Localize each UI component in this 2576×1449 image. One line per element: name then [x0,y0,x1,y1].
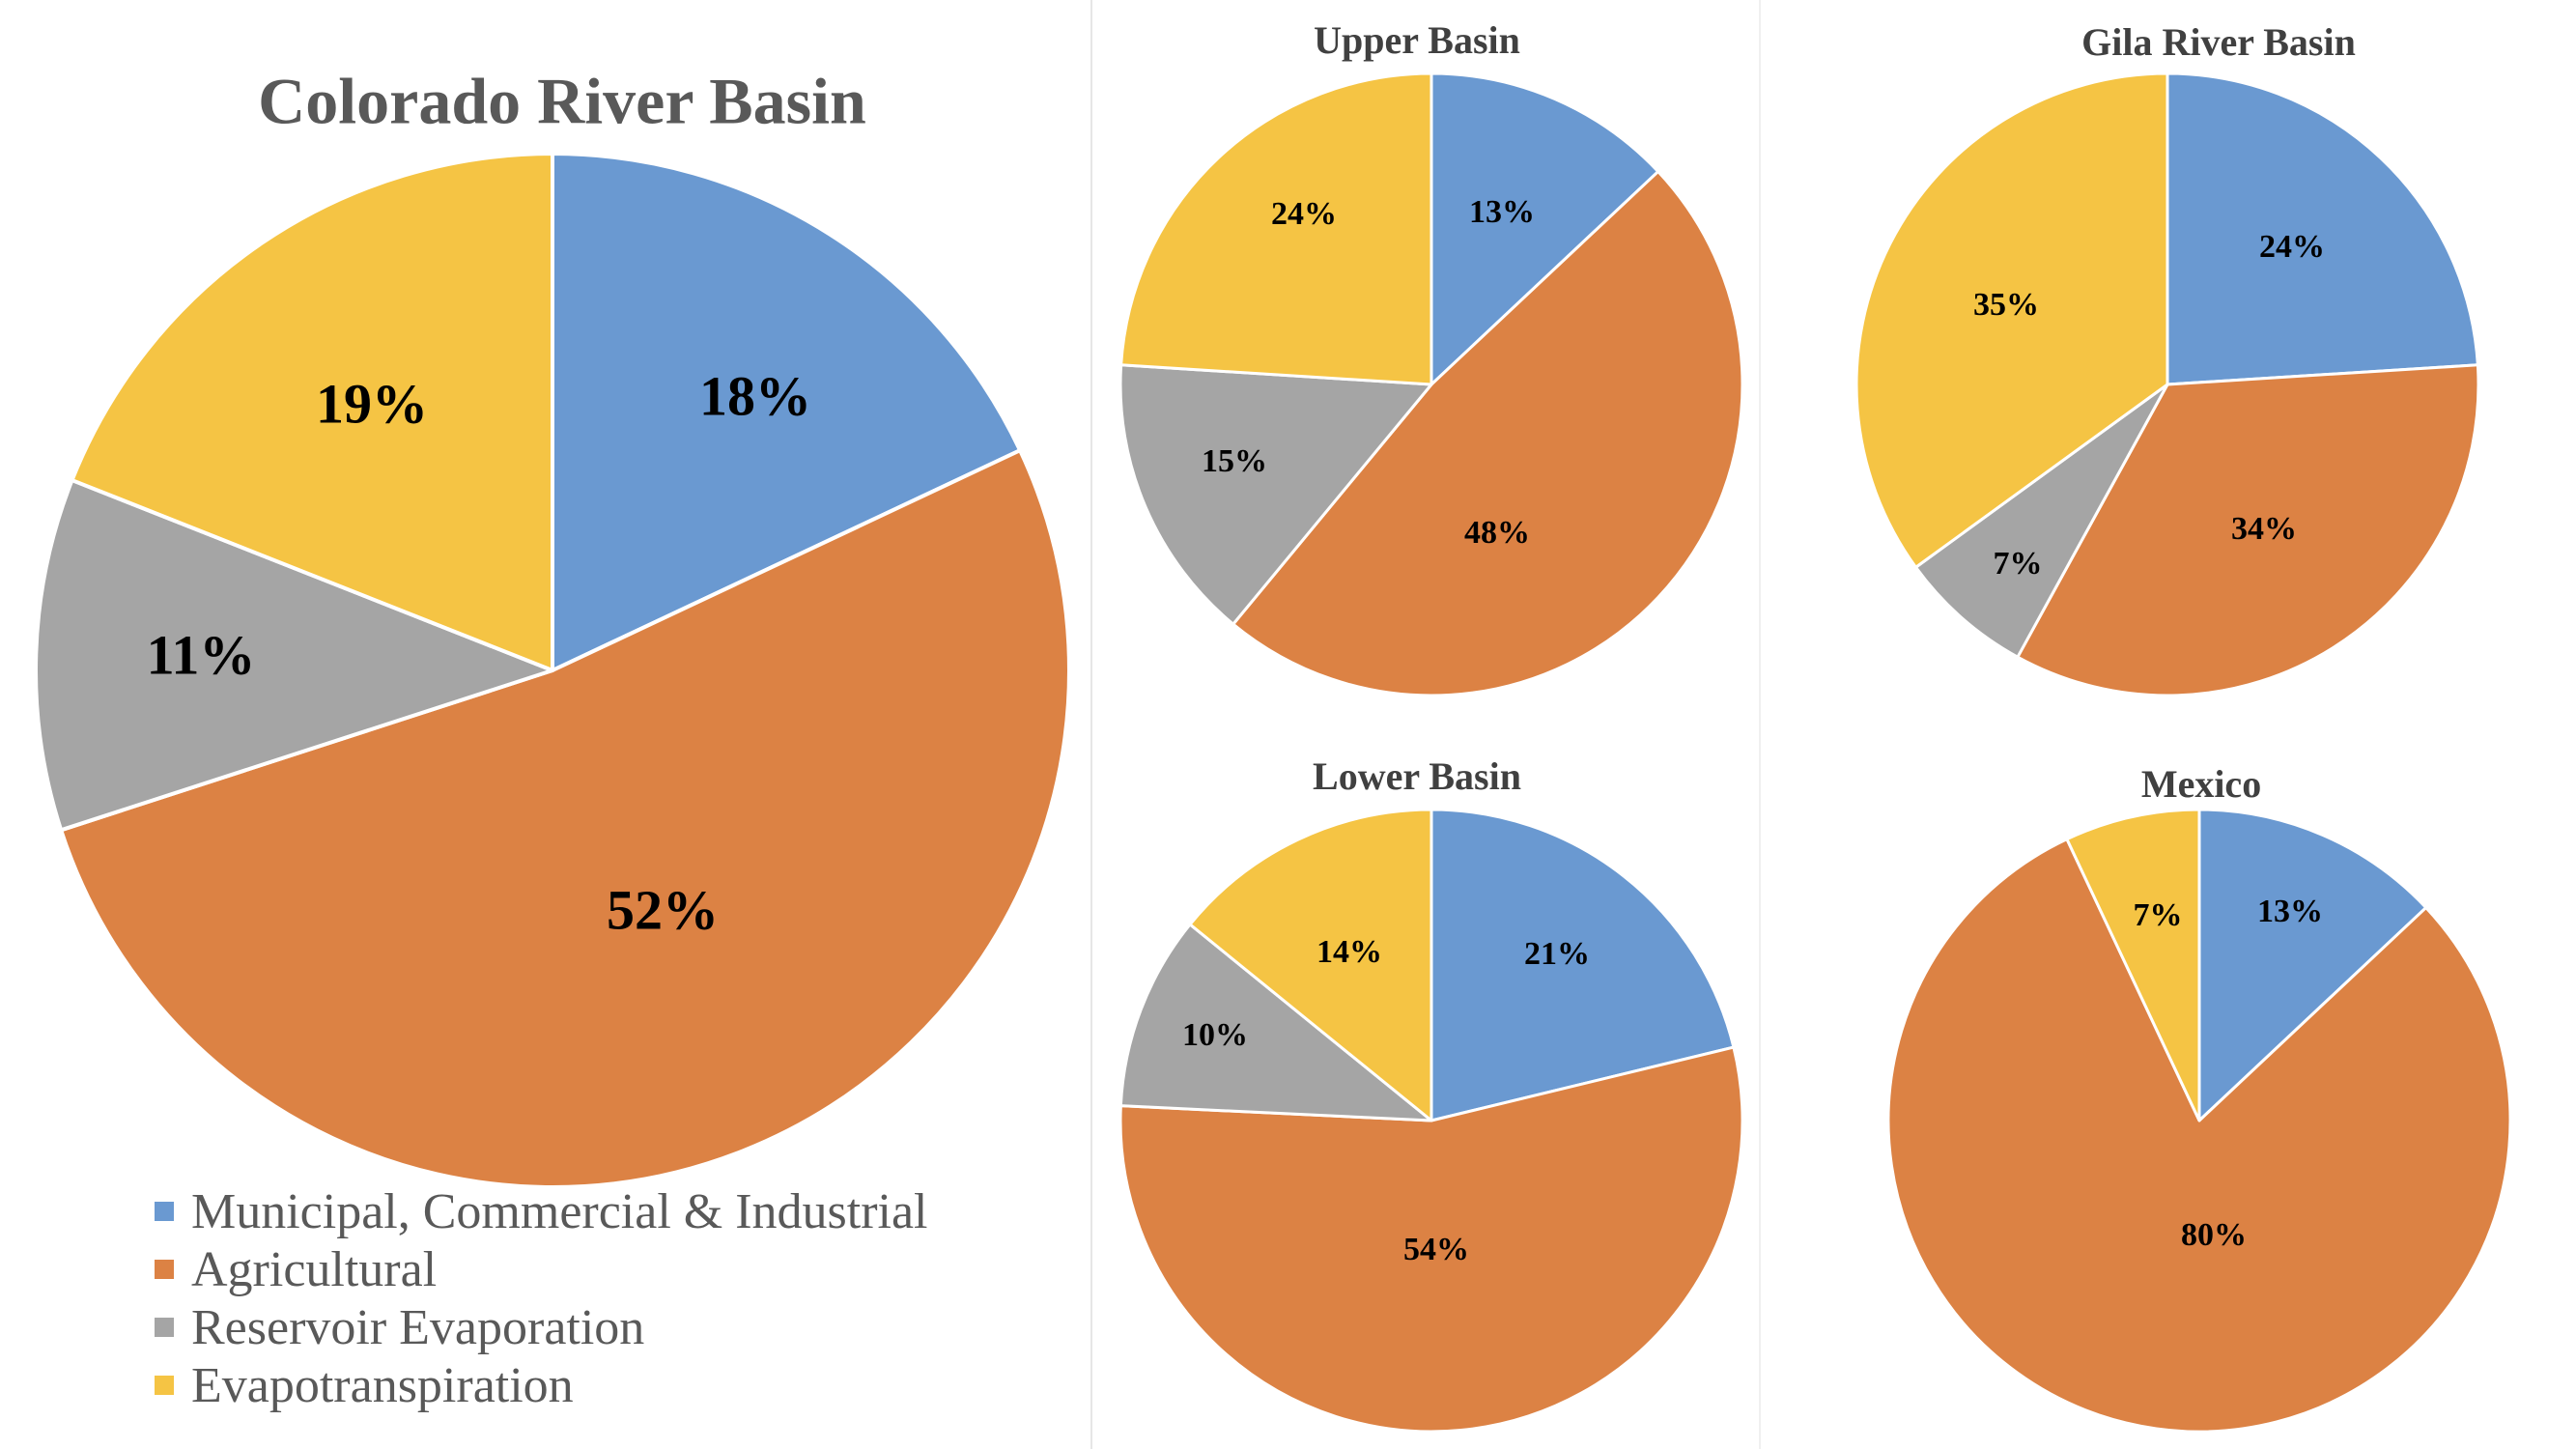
pie-slice-municipal [2166,71,2479,386]
chart-title: Colorado River Basin [258,65,866,138]
chart-title: Mexico [2141,762,2261,806]
data-label: 18% [699,364,811,427]
pie-chart: 13% 80% 7% Mexico [1886,762,2512,1434]
data-label: 21% [1524,936,1590,972]
legend-swatch-reservoir [155,1318,174,1337]
legend-label: Agricultural [191,1241,438,1297]
legend-item-evapotranspiration: Evapotranspiration [155,1356,928,1414]
data-label: 15% [1202,443,1267,479]
data-label: 34% [2231,511,2297,547]
legend-item-agricultural: Agricultural [155,1240,928,1298]
legend-label: Evapotranspiration [191,1357,574,1413]
data-label: 24% [2259,229,2325,265]
pie-slice-municipal [551,152,1023,672]
data-label: 80% [2181,1217,2247,1253]
chart-title: Upper Basin [1314,18,1520,62]
data-label: 54% [1403,1232,1469,1267]
pie-slice-municipal [2197,808,2428,1122]
pie-slice-agricultural [1886,838,2512,1434]
data-label: 11% [147,623,256,686]
data-label: 13% [2257,894,2323,929]
pie-slice-municipal [1430,808,1736,1122]
pie-slice-reservoir [1914,383,2169,659]
legend-swatch-municipal [155,1202,174,1221]
legend-label: Reservoir Evaporation [191,1299,645,1355]
pie-slice-evapotranspiration [1188,808,1433,1122]
pie-slice-reservoir [1118,363,1433,626]
chart-title: Lower Basin [1313,754,1521,798]
pie-slice-agricultural [1231,170,1744,697]
pie-slice-evapotranspiration [1119,71,1433,386]
pie-chart: 24% 34% 7% 35% Gila River Basin [1854,20,2480,697]
legend-item-municipal: Municipal, Commercial & Industrial [155,1182,928,1240]
data-label: 19% [316,372,428,435]
legend-item-reservoir: Reservoir Evaporation [155,1298,928,1356]
pie-slice-evapotranspiration [70,152,554,672]
pie-slice-evapotranspiration [2065,808,2201,1122]
data-label: 7% [2134,897,2183,933]
data-label: 7% [1994,546,2043,582]
pie-slice-municipal [1430,71,1660,386]
data-label: 24% [1271,196,1337,232]
data-label: 35% [1973,287,2039,323]
data-label: 48% [1464,515,1530,551]
pie-chart: 13% 48% 15% 24% Upper Basin [1118,18,1744,697]
pie-slice-reservoir [1118,923,1433,1122]
chart-title: Gila River Basin [2081,20,2356,64]
data-label: 13% [1469,194,1535,230]
pie-slice-agricultural [1118,1045,1744,1434]
pie-slice-agricultural [59,448,1071,1189]
pie-chart: 18% 52% 11% 19% Colorado River Basin [34,65,1071,1189]
legend-label: Municipal, Commercial & Industrial [191,1183,928,1239]
pie-slice-evapotranspiration [1854,71,2169,569]
data-label: 14% [1316,934,1382,970]
pie-slice-reservoir [34,478,554,833]
data-label: 10% [1182,1017,1248,1053]
data-label: 52% [607,878,719,941]
legend-swatch-evapotranspiration [155,1376,174,1395]
legend: Municipal, Commercial & Industrial Agric… [155,1182,928,1414]
pie-chart: 21% 54% 10% 14% Lower Basin [1118,754,1744,1434]
legend-swatch-agricultural [155,1260,174,1279]
